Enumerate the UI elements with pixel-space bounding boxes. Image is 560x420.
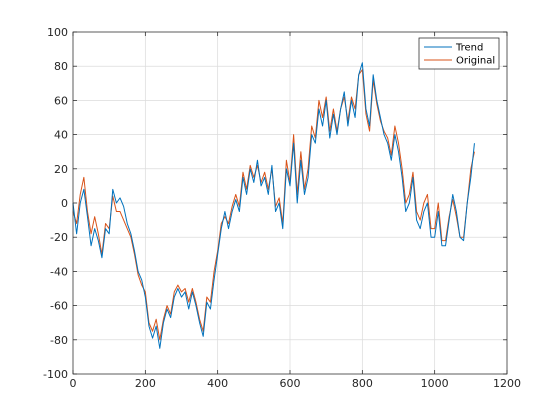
y-tick-label: -100 bbox=[43, 368, 68, 381]
y-tick-label: -80 bbox=[50, 334, 68, 347]
legend-label: Trend bbox=[455, 43, 483, 54]
x-tick-label: 200 bbox=[135, 377, 156, 390]
legend-label: Original bbox=[456, 56, 495, 67]
x-tick-label: 0 bbox=[70, 377, 77, 390]
y-tick-label: -40 bbox=[50, 265, 68, 278]
x-tick-label: 600 bbox=[280, 377, 301, 390]
y-tick-label: 20 bbox=[54, 163, 68, 176]
legend: Trend Original bbox=[418, 37, 500, 70]
y-tick-label: -20 bbox=[50, 231, 68, 244]
y-tick-label: 40 bbox=[54, 129, 68, 142]
series-layer bbox=[72, 62, 475, 349]
grid-lines bbox=[73, 32, 507, 374]
y-tick-label: 100 bbox=[47, 26, 68, 39]
legend-box bbox=[418, 37, 500, 70]
x-tick-label: 1000 bbox=[421, 377, 449, 390]
x-tick-label: 800 bbox=[352, 377, 373, 390]
x-tick-label: 400 bbox=[207, 377, 228, 390]
x-tick-label: 1200 bbox=[493, 377, 521, 390]
y-tick-label: 80 bbox=[54, 60, 68, 73]
y-tick-label: 0 bbox=[61, 197, 68, 210]
series-line-trend bbox=[72, 62, 475, 349]
axis-ticks: 0 200 400 600 800 1000 1200 -100 -80 -60 -40 -20 0 20… bbox=[43, 26, 521, 390]
y-tick-label: -60 bbox=[50, 300, 68, 313]
y-tick-label: 60 bbox=[54, 94, 68, 107]
